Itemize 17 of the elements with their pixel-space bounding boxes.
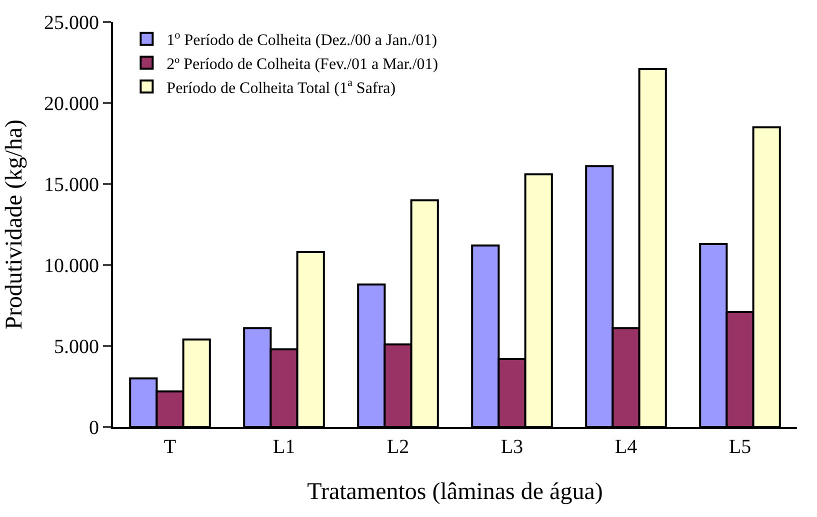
x-tick-label: L3 [500,436,524,458]
y-axis-title: Produtividade (kg/ha) [2,120,28,330]
y-tick-label: 10.000 [44,255,99,277]
y-tick-label: 20.000 [44,93,99,115]
x-axis-title: Tratamentos (lâminas de água) [307,478,603,505]
x-tick-label: L2 [386,436,410,458]
x-tick-label: L5 [728,436,752,458]
y-tick-label: 0 [89,417,99,439]
x-tick-label: L1 [272,436,296,458]
y-tick-label: 25.000 [44,12,99,34]
legend-label: 1$^{o}$ Período de Colheita (Dez./00 a Jan./01) [166,29,438,50]
x-tick-label: L4 [614,436,638,458]
y-tick-label: 5.000 [54,336,99,358]
legend-label: Período de Colheita Total (1$^{a}$ Safra) [166,77,396,97]
legend-label: 2º Período de Colheita (Fev./01 a Mar./01) [166,56,438,73]
x-tick-label: T [164,436,176,458]
y-tick-label: 15.000 [44,174,99,196]
